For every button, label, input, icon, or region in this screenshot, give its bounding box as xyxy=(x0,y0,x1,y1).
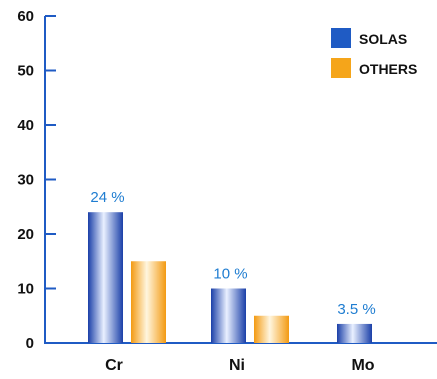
y-tick-label: 50 xyxy=(17,63,34,80)
category-label-mo: Mo xyxy=(351,357,374,374)
y-tick-label: 30 xyxy=(17,172,34,189)
legend: SOLAS OTHERS xyxy=(331,28,417,78)
data-label-mo: 3.5 % xyxy=(337,301,375,318)
category-label-ni: Ni xyxy=(229,357,245,374)
bar-others-ni xyxy=(254,315,289,343)
category-label-cr: Cr xyxy=(105,357,123,374)
y-tick-label: 0 xyxy=(26,335,34,352)
bar-solas-mo xyxy=(337,323,372,343)
labels: 24 % Cr 10 % Ni 3.5 % Mo xyxy=(90,189,375,374)
bar-solas-ni xyxy=(211,288,246,343)
y-tick-label: 60 xyxy=(17,8,34,25)
bars xyxy=(88,212,372,343)
legend-swatch-others xyxy=(331,58,351,78)
data-label-ni: 10 % xyxy=(213,266,247,283)
y-tick-label: 10 xyxy=(17,281,34,298)
legend-label-solas: SOLAS xyxy=(359,31,407,47)
bar-others-cr xyxy=(131,261,166,343)
y-tick-label: 20 xyxy=(17,226,34,243)
bar-solas-cr xyxy=(88,212,123,343)
data-label-cr: 24 % xyxy=(90,189,124,206)
legend-label-others: OTHERS xyxy=(359,61,417,77)
y-tick-label: 40 xyxy=(17,117,34,134)
legend-swatch-solas xyxy=(331,28,351,48)
